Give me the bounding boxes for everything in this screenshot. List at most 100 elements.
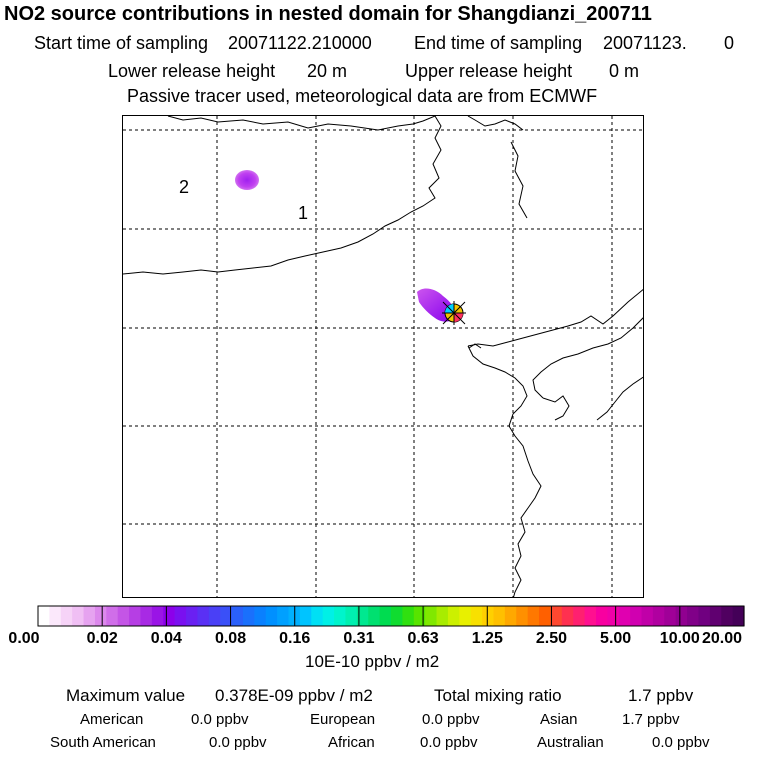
colorbar-tick-label: 1.25: [471, 630, 503, 647]
colorbar-cell: [163, 606, 176, 626]
colorbar-cell: [129, 606, 142, 626]
end-time-suffix: 0: [724, 33, 735, 53]
colorbar-cell: [504, 606, 517, 626]
colorbar-cell: [345, 606, 358, 626]
colorbar-cell: [106, 606, 119, 626]
colorbar-tick-label: 10.00: [659, 630, 700, 647]
colorbar-tick-label: 0.04: [150, 630, 182, 647]
colorbar-cell: [493, 606, 506, 626]
colorbar-cell: [299, 606, 312, 626]
colorbar-cell: [254, 606, 267, 626]
colorbar-cell: [641, 606, 654, 626]
remote-plume: [235, 170, 259, 190]
colorbar-cell: [72, 606, 85, 626]
colorbar-cell: [573, 606, 586, 626]
asian-label: Asian: [540, 711, 578, 728]
colorbar-cell: [516, 606, 529, 626]
colorbar-unit: 10E-10 ppbv / m2: [305, 652, 440, 671]
tracer-note: Passive tracer used, meteorological data…: [127, 86, 598, 106]
start-time-label: Start time of sampling: [34, 33, 209, 53]
colorbar-cell: [561, 606, 574, 626]
colorbar-cell: [60, 606, 73, 626]
colorbar-cell: [391, 606, 403, 626]
end-time-label: End time of sampling: [414, 33, 583, 53]
colorbar-cell: [265, 606, 278, 626]
colorbar-cell: [413, 606, 426, 626]
colorbar-cell: [49, 606, 62, 626]
colorbar-tick-label: 0.00: [8, 630, 40, 647]
european-label: European: [310, 711, 376, 728]
colorbar-tick-label: 0.08: [214, 630, 247, 647]
colorbar-cell: [482, 606, 495, 626]
colorbar-tick-label: 0.63: [407, 630, 439, 647]
colorbar-cell: [277, 606, 290, 626]
colorbar-cell: [117, 606, 130, 626]
australian-label: Australian: [537, 734, 604, 751]
american-label: American: [80, 711, 144, 728]
african-label: African: [328, 734, 375, 751]
colorbar-cell: [322, 606, 335, 626]
end-time-value: 20071123.: [603, 33, 687, 53]
colorbar-cell: [721, 606, 734, 626]
colorbar-cell: [595, 606, 608, 626]
colorbar-cell: [709, 606, 722, 626]
total-mixing-value: 1.7 ppbv: [628, 686, 694, 705]
colorbar-cell: [687, 606, 700, 626]
colorbar-cell: [220, 606, 233, 626]
colorbar-cell: [732, 606, 745, 626]
max-value: 0.378E-09 ppbv / m2: [215, 686, 373, 705]
colorbar-cell: [584, 606, 597, 626]
colorbar-cell: [288, 606, 301, 626]
african-value: 0.0 ppbv: [420, 734, 478, 751]
colorbar-cell: [630, 606, 643, 626]
max-value-label: Maximum value: [66, 686, 186, 705]
colorbar-tick-label: 5.00: [600, 630, 632, 647]
colorbar-cell: [618, 606, 631, 626]
upper-height-label: Upper release height: [405, 61, 573, 81]
total-mixing-label: Total mixing ratio: [434, 686, 562, 705]
colorbar-cell: [356, 606, 369, 626]
colorbar-cell: [379, 606, 392, 626]
lower-height-label: Lower release height: [108, 61, 276, 81]
receptor-marker: [442, 301, 466, 325]
region-label-2: 2: [179, 177, 190, 197]
colorbar-cell: [675, 606, 688, 626]
chart-title: NO2 source contributions in nested domai…: [4, 3, 652, 25]
colorbar-cell: [311, 606, 324, 626]
colorbar-cell: [151, 606, 164, 626]
american-value: 0.0 ppbv: [191, 711, 249, 728]
map-panel: 2 1: [122, 115, 644, 598]
colorbar-cell: [368, 606, 381, 626]
colorbar-cell: [698, 606, 711, 626]
colorbar-cell: [186, 606, 199, 626]
lower-height-value: 20 m: [307, 61, 348, 81]
colorbar-cell: [83, 606, 96, 626]
colorbar-cell: [402, 606, 415, 626]
colorbar-cell: [140, 606, 153, 626]
start-time-value: 20071122.210000: [228, 33, 372, 53]
colorbar-cell: [242, 606, 255, 626]
colorbar-cell: [436, 606, 449, 626]
colorbar-cell: [447, 606, 460, 626]
colorbar-tick-label: 0.16: [279, 630, 311, 647]
colorbar-cell: [208, 606, 221, 626]
region-label-1: 1: [298, 203, 309, 223]
colorbar-cell: [607, 606, 620, 626]
coastlines: [123, 116, 643, 597]
colorbar-cell: [197, 606, 210, 626]
grid-lines: [123, 116, 643, 597]
european-value: 0.0 ppbv: [422, 711, 480, 728]
colorbar-cell: [527, 606, 540, 626]
colorbar-tick-label: 2.50: [535, 630, 568, 647]
colorbar-cell: [174, 606, 187, 626]
australian-value: 0.0 ppbv: [652, 734, 710, 751]
colorbar-tick-label: 0.02: [86, 630, 118, 647]
colorbar-cell: [425, 606, 438, 626]
colorbar-cell: [664, 606, 677, 626]
colorbar-cell: [334, 606, 347, 626]
south-american-label: South American: [50, 734, 156, 751]
colorbar-cell: [38, 606, 50, 626]
colorbar-cell: [652, 606, 665, 626]
asian-value: 1.7 ppbv: [622, 711, 680, 728]
colorbar-cell: [470, 606, 483, 626]
